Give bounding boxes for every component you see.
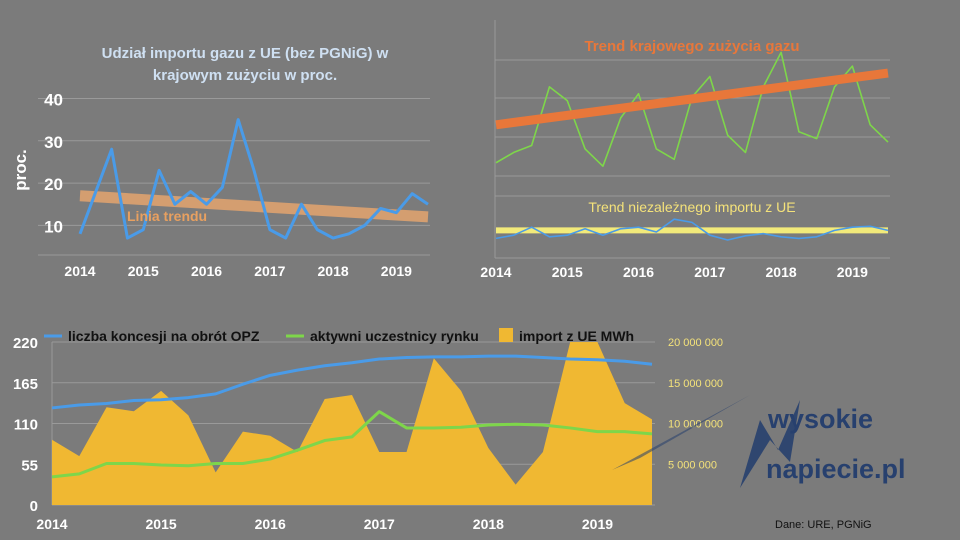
consumption-trend-chart: Trend krajowego zużycia gazu Trend nieza… xyxy=(480,20,890,280)
y-tick-label: 10 xyxy=(44,217,63,236)
lightning-bolt-icon xyxy=(612,395,800,488)
x-tick-label: 2014 xyxy=(36,516,67,532)
y-tick-label: 40 xyxy=(44,90,63,109)
import-share-y-axis-label: proc. xyxy=(11,149,30,191)
independent-import-trend-title: Trend niezależnego importu z UE xyxy=(588,199,795,215)
x-tick-label: 2015 xyxy=(146,516,177,532)
x-tick-label: 2016 xyxy=(255,516,286,532)
x-tick-label: 2019 xyxy=(837,264,868,280)
market-right-y-ticks: 5 000 000 10 000 000 15 000 000 20 000 000 xyxy=(668,337,723,471)
legend-participants-label: aktywni uczestnicy rynku xyxy=(310,328,479,344)
market-legend: liczba koncesji na obrót OPZ aktywni ucz… xyxy=(44,328,634,344)
import-share-chart: Udział importu gazu z UE (bez PGNiG) w k… xyxy=(11,45,430,279)
import-share-title-line2: krajowym zużyciu w proc. xyxy=(153,67,337,84)
y-tick-label: 30 xyxy=(44,133,63,152)
right-y-tick-label: 10 000 000 xyxy=(668,419,723,431)
x-tick-label: 2019 xyxy=(582,516,613,532)
import-share-series-line xyxy=(78,118,429,240)
trend-line-label: Linia trendu xyxy=(127,208,207,224)
x-tick-label: 2014 xyxy=(480,264,511,280)
x-tick-label: 2018 xyxy=(318,263,349,279)
x-tick-label: 2017 xyxy=(254,263,285,279)
import-share-trend-line xyxy=(79,190,429,223)
logo-text-line2: napiecie.pl xyxy=(766,454,906,484)
right-y-tick-label: 5 000 000 xyxy=(668,459,717,471)
right-y-tick-label: 20 000 000 xyxy=(668,337,723,349)
consumption-trend-x-ticks: 2014 2015 2016 2017 2018 2019 xyxy=(480,264,868,280)
import-share-x-ticks: 2014 2015 2016 2017 2018 2019 xyxy=(64,263,412,279)
left-y-tick-label: 220 xyxy=(13,335,38,352)
legend-import-swatch xyxy=(499,328,513,342)
consumption-trend-line xyxy=(495,68,889,130)
x-tick-label: 2015 xyxy=(552,264,583,280)
concessions-series-line xyxy=(51,354,653,410)
x-tick-label: 2018 xyxy=(473,516,504,532)
import-share-title-line1: Udział importu gazu z UE (bez PGNiG) w xyxy=(102,45,389,62)
x-tick-label: 2017 xyxy=(364,516,395,532)
left-y-tick-label: 0 xyxy=(30,498,38,515)
x-tick-label: 2019 xyxy=(381,263,412,279)
logo-text-line1: wysokie xyxy=(767,404,873,434)
source-note: Dane: URE, PGNiG xyxy=(775,519,872,531)
x-tick-label: 2015 xyxy=(128,263,159,279)
independent-import-series-line xyxy=(495,218,889,241)
market-left-y-ticks: 0 55 110 165 220 xyxy=(13,335,38,515)
brand-logo: wysokie napiecie.pl xyxy=(612,395,906,488)
legend-import-label: import z UE MWh xyxy=(519,328,634,344)
consumption-trend-title: Trend krajowego zużycia gazu xyxy=(584,38,799,55)
x-tick-label: 2016 xyxy=(191,263,222,279)
legend-concessions-label: liczba koncesji na obrót OPZ xyxy=(68,328,260,344)
market-chart: 0 55 110 165 220 5 000 000 10 000 000 15 000 0… xyxy=(13,328,723,532)
import-share-y-ticks: 10 20 30 40 xyxy=(44,90,63,236)
right-y-tick-label: 15 000 000 xyxy=(668,378,723,390)
market-x-ticks: 2014 2015 2016 2017 2018 2019 xyxy=(36,516,613,532)
left-y-tick-label: 165 xyxy=(13,376,38,393)
x-tick-label: 2016 xyxy=(623,264,654,280)
x-tick-label: 2018 xyxy=(766,264,797,280)
y-tick-label: 20 xyxy=(44,175,63,194)
x-tick-label: 2017 xyxy=(694,264,725,280)
left-y-tick-label: 110 xyxy=(14,417,38,434)
participants-series-line xyxy=(51,410,653,479)
x-tick-label: 2014 xyxy=(64,263,95,279)
left-y-tick-label: 55 xyxy=(21,457,38,474)
